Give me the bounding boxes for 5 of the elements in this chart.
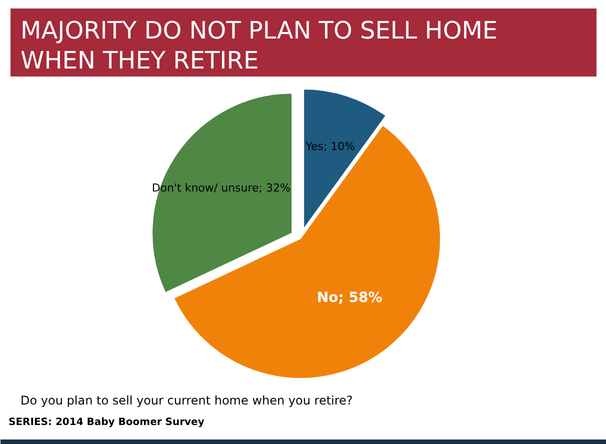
text: SERIES: 2014 Baby Boomer Survey bbox=[8, 417, 205, 428]
slice-label: No; 58% bbox=[316, 290, 382, 306]
chart-title: MAJORITY DO NOT PLAN TO SELL HOME WHEN THEY RETIRE bbox=[20, 16, 498, 74]
slice-label: Yes; 10% bbox=[304, 140, 356, 153]
text: Do you plan to sell your current home when you retire? bbox=[20, 394, 353, 408]
